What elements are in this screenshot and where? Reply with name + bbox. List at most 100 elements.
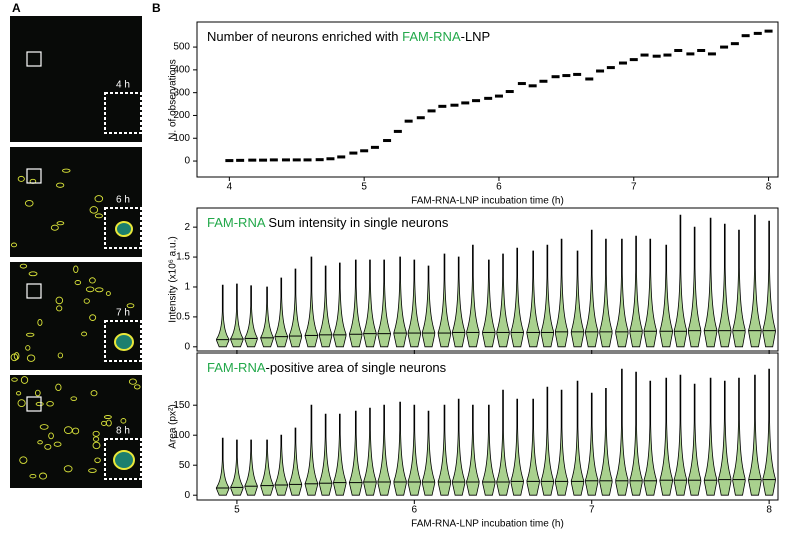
zoomed-cell [115,221,133,237]
count-dash [292,158,301,162]
count-dash [438,104,447,108]
violin [318,413,333,496]
count-dash [303,158,312,162]
x-tick-label: 6 [496,182,502,193]
y-tick-label: 2 [184,222,190,233]
violin [363,407,377,496]
panel-label: B [152,1,161,15]
cell-outline [83,298,90,304]
cell-outline [95,287,104,293]
title-part: FAM-RNA [402,29,461,44]
violin [348,410,363,496]
count-dash [640,53,649,57]
y-tick-label: 200 [173,110,190,121]
violin [437,253,452,348]
micrograph [10,16,142,142]
violin [748,214,762,348]
violin [393,256,407,348]
cell-outline [89,314,97,321]
time-label: 7 h [116,308,130,319]
cell-outline [35,401,44,407]
count-dash [585,77,594,81]
x-tick-label: 5 [361,182,367,193]
count-dash [494,94,503,98]
y-axis-label: N. of observations [168,59,179,140]
cell-outline [105,291,111,296]
violin [215,437,230,496]
count-dash [416,116,425,120]
count-dash [573,72,582,76]
violin [703,377,718,496]
count-dash [461,101,470,105]
cell-outline [101,420,107,426]
violin [643,238,657,348]
cell-outline [81,331,88,337]
violin [288,427,303,496]
cell-outline [50,224,59,231]
x-tick-label: 6 [412,505,418,516]
count-dash [517,82,526,86]
violin [421,265,436,348]
cell-outline [128,378,137,385]
violin [482,259,496,348]
violin [673,374,688,496]
cell-outline [63,465,73,473]
cell-outline [29,473,37,479]
y-tick-label: 500 [173,42,190,53]
count-dash [674,48,683,52]
violin [687,226,702,348]
roi-box [26,396,42,412]
chart-title: Number of neurons enriched with FAM-RNA-… [207,29,490,44]
cell-outline [61,168,71,173]
y-tick-label: 0 [184,156,190,167]
violin [244,285,258,348]
violin [496,389,510,496]
count-dash [697,48,706,52]
cell-outline [10,242,18,248]
micrograph [10,262,142,370]
violin [659,244,674,348]
chart-title: FAM-RNA-positive area of single neurons [207,360,447,375]
cell-outline [126,303,135,309]
cell-outline [11,377,18,382]
zoom-box [104,92,142,134]
violin [526,398,540,496]
violin [333,413,347,496]
violin [451,256,466,348]
cell-outline [56,221,65,226]
cell-outline [94,195,104,203]
violin [599,388,613,496]
count-dash [393,129,402,133]
violin [659,377,674,496]
y-tick-label: 50 [179,460,191,471]
cell-outline [15,391,22,396]
zoomed-cell [113,450,135,470]
violin [304,404,319,496]
count-dash [741,34,750,38]
cell-outline [34,389,41,397]
count-dash [349,151,358,155]
violin [452,398,466,496]
plot-frame [196,21,779,178]
violin [274,434,289,496]
violin [393,401,407,496]
time-label: 6 h [116,195,130,206]
cell-outline [89,277,96,284]
y-tick-label: 150 [173,400,190,411]
count-dash [360,149,369,153]
violin [333,262,347,348]
x-axis-label: FAM-RNA-LNP incubation time (h) [411,196,564,207]
violin [466,404,480,496]
cell-outline [44,443,52,450]
title-part: Number of neurons enriched with [207,29,402,44]
cell-outline [28,271,38,277]
y-axis-label: Intensity (x10⁶ a.u.) [168,236,179,322]
violin [615,238,629,348]
zoom-box [104,320,142,362]
violin [244,439,258,496]
violin [540,244,554,348]
count-dash [248,158,257,162]
violin [437,404,452,496]
cell-outline [37,440,43,445]
violin [629,371,643,496]
